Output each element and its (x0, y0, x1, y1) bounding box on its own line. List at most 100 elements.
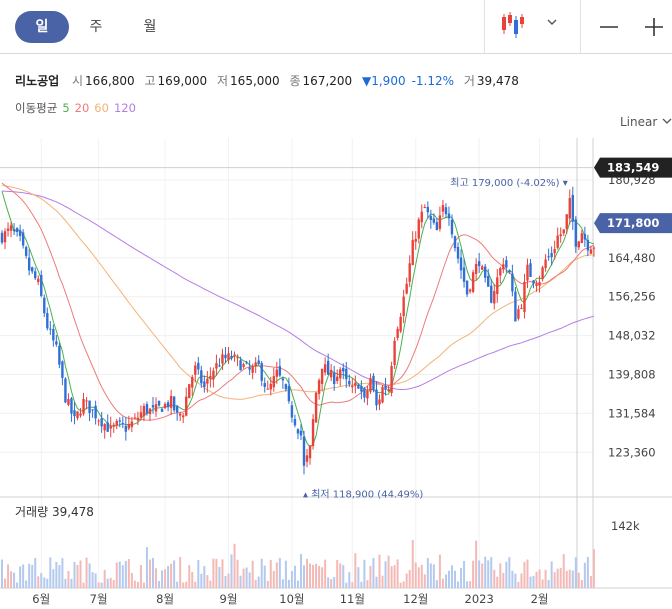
volume-bar (248, 572, 251, 588)
candle-body (474, 263, 478, 274)
candle-body (130, 421, 134, 428)
volume-bar (535, 571, 538, 588)
candle-body (40, 275, 43, 296)
volume-bar (372, 557, 375, 588)
candle-body (505, 260, 508, 268)
candle-body (70, 398, 73, 414)
tab-weekly[interactable]: 주 (89, 19, 103, 35)
volume-bar (109, 577, 112, 588)
candle-body (103, 424, 106, 431)
x-tick-label: 2월 (531, 592, 549, 606)
change-percent: -1.12% (411, 74, 455, 88)
volume-bar (218, 566, 221, 588)
volume-bar (580, 580, 583, 588)
candle-body (541, 267, 544, 280)
volume-bar (411, 540, 414, 588)
volume-value: 39,478 (476, 74, 519, 88)
candle-body (520, 307, 523, 309)
volume-bar (52, 569, 55, 588)
candle-body (417, 219, 420, 239)
volume-bar (496, 576, 499, 588)
open-value: 166,800 (85, 74, 135, 88)
candle-body (154, 404, 158, 412)
volume-bar (502, 572, 505, 588)
scale-mode-dropdown[interactable]: Linear (620, 115, 672, 129)
candle-body (372, 375, 375, 391)
candle-body (172, 396, 176, 411)
volume-bar (360, 581, 363, 588)
volume-bar (176, 581, 179, 588)
candle-body (444, 207, 448, 215)
candle-body (511, 273, 514, 292)
candle-body (432, 218, 436, 223)
tab-daily[interactable]: 일 (15, 11, 69, 43)
volume-bar (127, 559, 130, 588)
candle-body (414, 238, 417, 242)
volume-bar (16, 582, 19, 588)
candle-body (366, 390, 369, 399)
volume-bar (375, 576, 378, 588)
volume-bar (562, 553, 565, 588)
volume-bar (309, 563, 312, 588)
ma5-line (1, 191, 595, 448)
candle-body (589, 249, 593, 254)
volume-bar (88, 563, 91, 588)
candle-body (236, 357, 239, 359)
candle-body (326, 360, 330, 375)
candle-body (31, 267, 34, 272)
candle-body (526, 264, 529, 281)
candle-body (3, 231, 7, 243)
candle-body (24, 246, 28, 256)
candle-body (206, 378, 209, 384)
candle-body (106, 422, 109, 432)
candle-body (142, 405, 146, 417)
candle-body (12, 229, 16, 231)
volume-bar (390, 566, 393, 588)
volume-bar (1, 559, 3, 588)
volume-bar (357, 567, 360, 588)
volume-bar (158, 580, 161, 588)
plus-icon[interactable] (636, 0, 672, 54)
ma120-line (1, 190, 595, 390)
candle-body (124, 425, 128, 432)
ma60-label: 60 (94, 101, 109, 115)
candle-body (305, 455, 309, 462)
candle-body (357, 384, 360, 389)
tab-monthly[interactable]: 월 (143, 19, 157, 35)
candle-body (408, 263, 411, 282)
candle-body (562, 229, 565, 234)
volume-bar (103, 569, 106, 588)
candle-body (435, 222, 439, 231)
candle-body (429, 216, 433, 220)
close-value: 167,200 (302, 74, 353, 88)
minus-icon[interactable] (592, 0, 626, 54)
candle-body (290, 405, 294, 418)
volume-bar (10, 571, 13, 588)
candle-body (411, 240, 414, 266)
volume-bar (49, 557, 52, 588)
candle-body (317, 380, 321, 394)
min-price-annotation: ▴ 최저 118,900 (44.49%) (303, 488, 423, 500)
candle-body (27, 257, 31, 271)
candle-body (281, 378, 285, 381)
chevron-down-icon[interactable] (540, 0, 564, 54)
candle-body (64, 378, 67, 403)
candle-body (9, 225, 13, 231)
volume-bar (423, 574, 426, 588)
volume-bar (577, 572, 580, 588)
volume-bar (233, 543, 236, 588)
candlestick-icon[interactable] (498, 0, 528, 54)
candle-body (185, 396, 188, 416)
candle-body (592, 247, 596, 249)
candle-body (314, 392, 318, 423)
volume-bar (112, 580, 115, 588)
volume-bar (454, 570, 456, 588)
volume-bar (520, 573, 523, 588)
volume-bar (251, 560, 254, 588)
candle-body (553, 249, 556, 254)
candle-body (215, 363, 218, 369)
candle-body (94, 405, 97, 419)
candle-body (73, 410, 76, 417)
candle-body (538, 282, 541, 286)
